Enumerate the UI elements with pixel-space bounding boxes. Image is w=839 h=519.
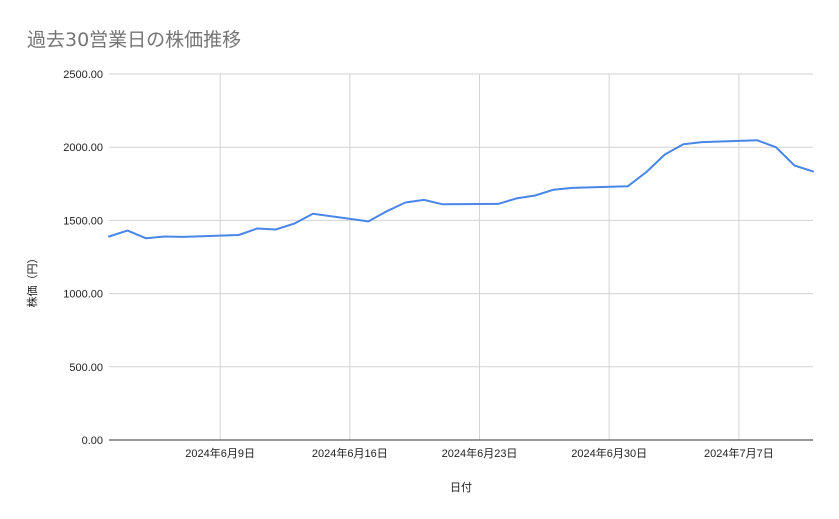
data-point — [421, 197, 426, 202]
x-axis-ticks: 2024年6月9日 2024年6月16日 2024年6月23日 2024年6月30日 2… — [185, 446, 773, 460]
y-tick-label: 0.00 — [82, 435, 103, 447]
data-point — [681, 142, 686, 147]
data-point — [255, 226, 260, 231]
y-tick-label: 1500.00 — [63, 215, 103, 227]
y-axis-ticks: 0.00 500.00 1000.00 1500.00 2000.00 2500.00 — [63, 69, 103, 447]
y-tick-label: 2500.00 — [63, 69, 103, 81]
x-tick-label: 2024年6月16日 — [312, 446, 388, 460]
data-point — [384, 209, 389, 214]
data-point — [551, 187, 556, 192]
data-point — [107, 234, 112, 239]
data-point — [644, 170, 649, 175]
data-point — [273, 227, 278, 232]
chart-title: 過去30営業日の株価推移 — [27, 29, 241, 51]
data-point — [440, 202, 445, 207]
data-point — [292, 221, 297, 226]
y-axis-title: 株価（円） — [25, 253, 39, 308]
data-point — [144, 236, 149, 241]
data-point — [514, 196, 519, 201]
data-point — [625, 184, 630, 189]
data-point — [310, 211, 315, 216]
gridlines — [109, 73, 813, 440]
y-tick-label: 2000.00 — [63, 142, 103, 154]
data-point — [181, 234, 186, 239]
data-point — [533, 193, 538, 198]
x-tick-label: 2024年6月30日 — [571, 446, 647, 460]
y-tick-label: 500.00 — [69, 362, 103, 374]
data-point — [662, 152, 667, 157]
x-tick-label: 2024年6月23日 — [442, 446, 518, 460]
data-point — [366, 219, 371, 224]
data-point — [811, 169, 816, 174]
data-point — [125, 228, 130, 233]
x-axis-title: 日付 — [450, 481, 472, 494]
series-layer — [107, 138, 816, 241]
data-point — [773, 145, 778, 150]
data-point — [755, 138, 760, 143]
data-point — [236, 233, 241, 238]
data-point — [570, 185, 575, 190]
data-point — [699, 140, 704, 145]
x-tick-label: 2024年6月9日 — [185, 446, 255, 460]
data-point — [162, 234, 167, 239]
y-tick-label: 1000.00 — [63, 289, 103, 301]
series-line — [108, 139, 814, 240]
data-point — [792, 163, 797, 168]
data-point — [496, 201, 501, 206]
x-tick-label: 2024年7月7日 — [704, 446, 774, 460]
data-point — [403, 200, 408, 205]
